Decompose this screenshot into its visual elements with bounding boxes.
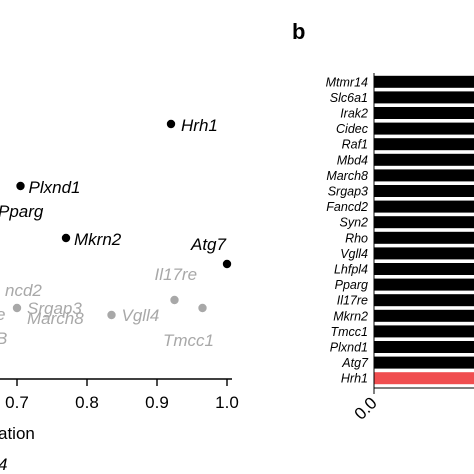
scatter-point-label: Atg7 [190,235,227,254]
bar [374,309,474,322]
bar [374,107,474,119]
scatter-point-label: Mkrn2 [74,230,122,249]
scatter-point-label: Il17re [155,265,198,284]
bar [374,372,474,385]
bar [374,247,474,260]
scatter-panel: 0.7 0.8 0.9 1.0 Hrh1 Plxnd1 Pparg Mkrn2 Atg7 Il1… [0,116,239,474]
bar-category-label: Slc6a1 [330,91,368,105]
bar-category-label: Mtmr14 [326,75,368,89]
bar-category-label: Irak2 [340,107,368,121]
scatter-point-label: March8 [27,309,84,328]
bar-category-label: March8 [326,169,368,183]
bar [374,356,474,369]
bar [374,185,474,197]
bar-category-label: Cidec [336,122,369,136]
scatter-point-label: Vgll4 [122,306,160,325]
bar-x-tick-label: 0.0 [351,393,381,423]
bar-category-label: Mbd4 [337,153,368,167]
scatter-point-label-fragment: e [0,305,5,324]
bar-category-label: Fancd2 [326,200,368,214]
bar-category-label: Lhfpl4 [334,263,368,277]
scatter-point-label: Plxnd1 [29,178,81,197]
bar [374,216,474,229]
bar [374,75,474,88]
bar [374,278,474,291]
scatter-point-label: Tmcc1 [163,331,214,350]
bar [374,122,474,135]
panel-b-letter: b [292,19,305,44]
scatter-x-tick-label: 0.7 [5,393,29,412]
bar-category-label: Hrh1 [341,372,368,386]
bar [374,200,474,213]
bar [374,231,474,244]
scatter-point [170,295,179,305]
scatter-x-tick-label: 1.0 [215,393,239,412]
scatter-point [61,233,71,243]
scatter-point-label: Hrh1 [181,116,218,135]
scatter-point [166,119,176,129]
bar-category-label: Vgll4 [340,247,368,261]
bar-category-label: Syn2 [340,216,369,230]
bar [374,169,474,182]
scatter-point-label: Pparg [0,202,44,221]
bar-category-label: Tmcc1 [331,325,369,339]
footer-fragment: 4 [0,455,7,474]
scatter-point [222,259,232,269]
bar [374,263,474,275]
bar-category-label: Il17re [337,294,368,308]
bar [374,294,474,307]
scatter-point [12,303,22,313]
bar [374,138,474,151]
bar [374,325,474,338]
scatter-point [107,310,116,320]
scatter-point-label: ncd2 [5,281,42,300]
bar-category-label: Atg7 [341,356,369,370]
bar-category-label: Raf1 [342,138,368,152]
bar [374,91,474,104]
scatter-x-tick-label: 0.9 [145,393,169,412]
scatter-point [16,181,25,191]
bar-category-label: Pparg [335,278,368,292]
scatter-x-tick-label: 0.8 [75,393,99,412]
bar [374,153,474,166]
bar-category-label: Srgap3 [328,185,368,199]
scatter-point-label: Srgap3 [27,299,82,318]
bar-category-label: Rho [345,231,368,245]
scatter-point-label-fragment: B [0,329,7,348]
scatter-point [198,303,207,313]
scatter-x-axis-label: ation [0,424,35,443]
bar-category-label: Mkrn2 [333,309,368,323]
bar-category-label: Plxnd1 [330,341,368,355]
bar [374,341,474,353]
